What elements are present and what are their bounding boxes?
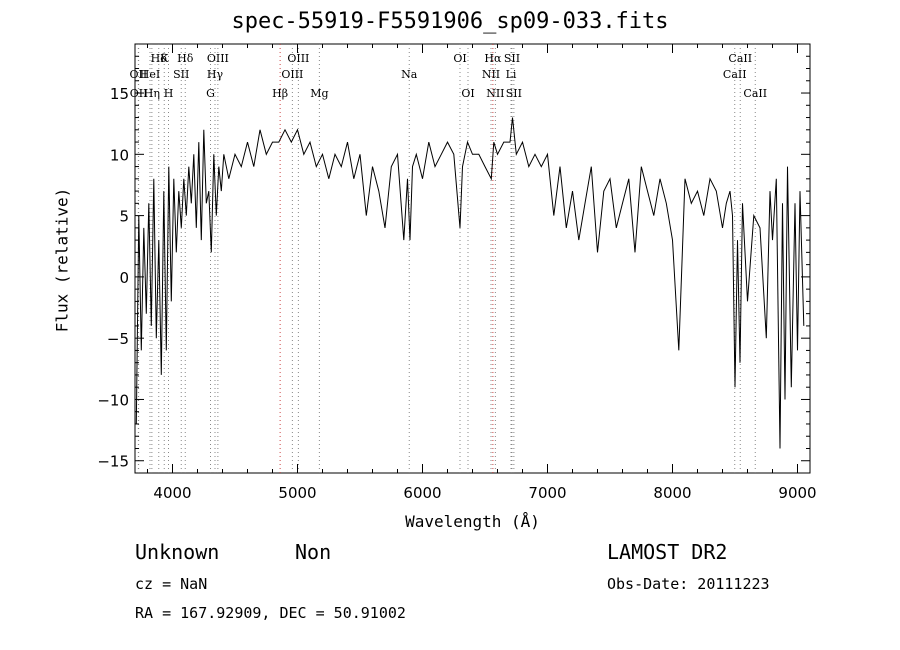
y-tick-label: 5 (119, 208, 129, 226)
object-subclass: Non (295, 540, 332, 564)
survey-name: LAMOST DR2 (607, 540, 728, 564)
line-label: Hβ (272, 87, 288, 100)
y-tick-label: −15 (97, 453, 129, 471)
line-label: HeI (140, 68, 160, 81)
line-label: G (206, 87, 215, 100)
line-label: OIII (281, 68, 303, 81)
line-label: K (160, 52, 169, 65)
line-label: OII (130, 68, 148, 81)
line-label: Na (401, 68, 418, 81)
y-tick-label: 15 (110, 85, 129, 103)
line-label: Hδ (151, 52, 168, 65)
plot-frame (134, 43, 811, 474)
line-label: H (164, 87, 174, 100)
obs-date: Obs-Date: 20111223 (607, 575, 770, 593)
line-label: OI (461, 87, 474, 100)
spectral-line-markers (137, 44, 756, 473)
x-tick-label: 8000 (653, 484, 691, 502)
line-label: Hη (144, 87, 160, 100)
axis-tick-labels: 4000 5000 6000 7000 8000 9000 −15 −10 −5 0 5 10 15 (97, 85, 816, 502)
spectrum-series-line (135, 117, 805, 449)
y-tick-label: −10 (97, 391, 129, 409)
line-label: NII (482, 68, 500, 81)
line-label: CaII (728, 52, 752, 65)
line-label: CaII (723, 68, 747, 81)
redshift-info: cz = NaN (135, 575, 208, 593)
line-label: Hδ (177, 52, 194, 65)
chart-title: spec-55919-F5591906_sp09-033.fits (231, 9, 669, 34)
line-label: Li (506, 68, 517, 81)
coordinates: RA = 167.92909, DEC = 50.91002 (135, 604, 406, 622)
line-label: SII (506, 87, 522, 100)
y-tick-label: 0 (119, 269, 129, 287)
line-label: NII (486, 87, 504, 100)
line-label: OI (453, 52, 466, 65)
x-tick-label: 9000 (778, 484, 816, 502)
line-label: OIII (287, 52, 309, 65)
y-tick-label: 10 (110, 146, 129, 164)
line-label: SII (504, 52, 520, 65)
object-class: Unknown (135, 540, 220, 564)
x-axis-label: Wavelength (Å) (405, 512, 540, 531)
x-tick-label: 7000 (528, 484, 566, 502)
line-label: Hα (484, 52, 502, 65)
line-label: SII (173, 68, 189, 81)
line-label: CaII (743, 87, 767, 100)
y-axis-label: Flux (relative) (52, 187, 72, 333)
x-tick-label: 4000 (153, 484, 191, 502)
line-label: Hγ (207, 68, 224, 81)
x-tick-label: 6000 (403, 484, 441, 502)
line-label: Mg (310, 87, 328, 100)
x-tick-label: 5000 (278, 484, 316, 502)
y-tick-label: −5 (107, 330, 129, 348)
line-label: OIII (207, 52, 229, 65)
axis-ticks (135, 44, 810, 473)
